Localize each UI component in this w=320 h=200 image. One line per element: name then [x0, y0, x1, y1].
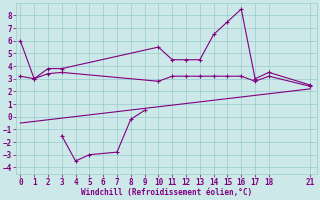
X-axis label: Windchill (Refroidissement éolien,°C): Windchill (Refroidissement éolien,°C) — [81, 188, 252, 197]
